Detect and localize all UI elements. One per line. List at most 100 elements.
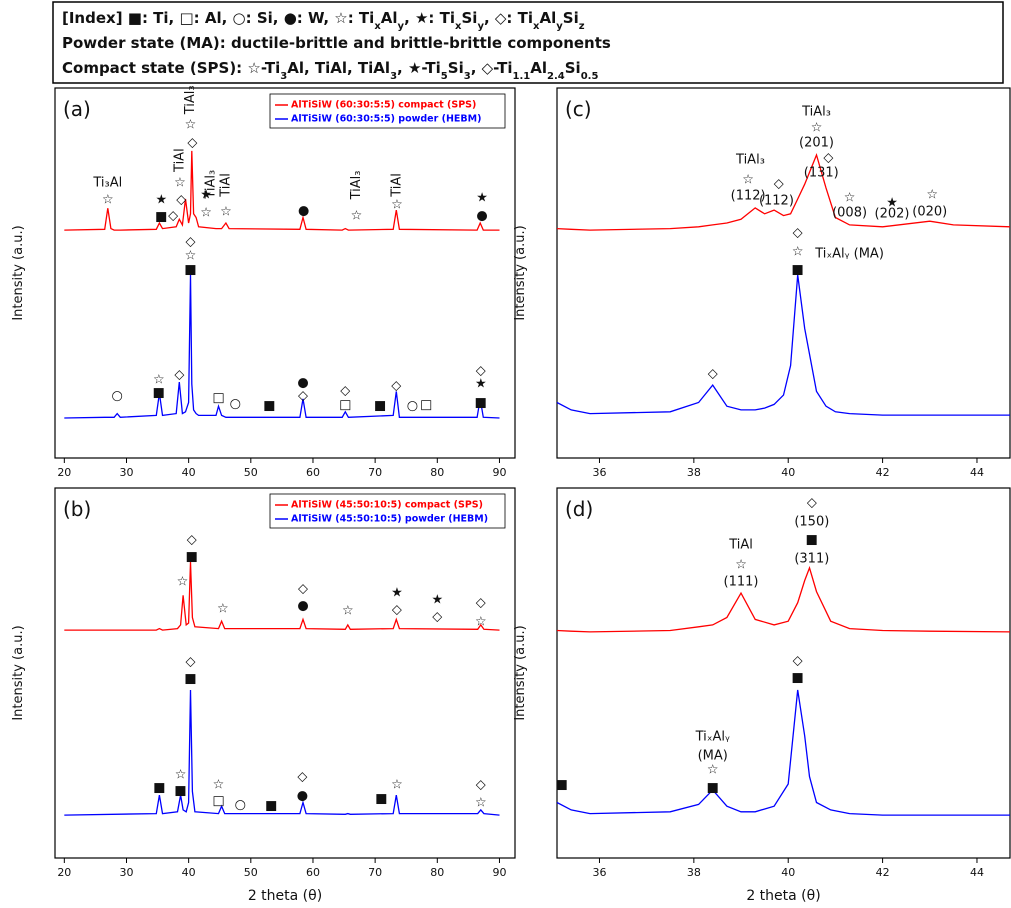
peak-annotation: ◇ xyxy=(807,496,817,511)
peak-annotation: □ xyxy=(212,794,224,809)
spectrum-line xyxy=(64,561,500,631)
peak-annotation: (311) xyxy=(794,552,829,567)
peak-annotation: TiAl₃ xyxy=(735,153,765,168)
header-subscript: 5 xyxy=(441,71,448,82)
x-axis-label: 2 theta (θ) xyxy=(248,888,322,904)
peak-annotation: TiAl xyxy=(218,173,233,198)
peak-annotation: ☆ xyxy=(811,120,823,135)
peak-annotation: ☆ xyxy=(735,557,747,572)
peak-annotation: ◇ xyxy=(297,769,307,784)
y-axis-label: Intensity (a.u.) xyxy=(513,225,528,320)
peak-annotation: ◇ xyxy=(823,150,833,165)
x-tick-label: 42 xyxy=(876,866,890,879)
x-tick-label: 90 xyxy=(492,466,506,479)
peak-annotation: □ xyxy=(339,398,351,413)
plot-frame xyxy=(54,87,516,459)
header-line: Powder state (MA): ductile-brittle and b… xyxy=(62,34,611,52)
header-subscript: y xyxy=(556,21,563,32)
peak-annotation: ■ xyxy=(153,385,165,400)
peak-annotation: ● xyxy=(297,788,308,803)
x-tick-label: 44 xyxy=(970,466,984,479)
peak-annotation: ☆ xyxy=(217,601,229,616)
peak-annotation: ◇ xyxy=(432,610,442,625)
peak-annotation: TiAl₃ xyxy=(183,85,198,115)
x-tick-label: 36 xyxy=(592,866,606,879)
peak-annotation: ★ xyxy=(391,586,403,601)
peak-annotation: ■ xyxy=(707,781,719,796)
peak-annotation: ■ xyxy=(475,395,487,410)
header-subscript: x xyxy=(374,21,381,32)
header-subscript: y xyxy=(398,21,405,32)
header-text: Si xyxy=(461,9,477,27)
header-subscript: 2.4 xyxy=(547,71,565,82)
peak-annotation: (201) xyxy=(799,136,834,151)
spectrum-line xyxy=(556,689,1010,816)
peak-annotation: ● xyxy=(297,375,308,390)
spectrum-line xyxy=(64,150,500,231)
peak-annotation: ☆ xyxy=(175,768,187,783)
peak-annotation: ◇ xyxy=(298,388,308,403)
header-line: Compact state (SPS): ☆-Ti3Al, TiAl, TiAl… xyxy=(62,59,598,82)
peak-annotation: ■ xyxy=(184,671,196,686)
x-tick-label: 36 xyxy=(592,466,606,479)
peak-annotation: ◇ xyxy=(476,778,486,793)
peak-annotation: ★ xyxy=(476,190,488,205)
header-text: Compact state (SPS): ☆-Ti xyxy=(62,59,280,77)
x-tick-label: 60 xyxy=(306,466,320,479)
peak-annotation: ◇ xyxy=(391,378,401,393)
x-tick-label: 60 xyxy=(306,866,320,879)
peak-annotation: ■ xyxy=(265,798,277,813)
peak-annotation: ◇ xyxy=(187,533,197,548)
peak-annotation: ● xyxy=(476,209,487,224)
peak-annotation: ● xyxy=(297,599,308,614)
header-line: [Index] ■: Ti, □: Al, ○: Si, ●: W, ☆: Ti… xyxy=(62,9,585,32)
panel-label: (a) xyxy=(63,97,91,121)
peak-annotation: ★ xyxy=(431,593,443,608)
header-subscript: y xyxy=(477,21,484,32)
peak-annotation: (150) xyxy=(794,515,829,530)
header-box xyxy=(52,1,1004,84)
x-tick-label: 44 xyxy=(970,866,984,879)
peak-annotation: ☆ xyxy=(926,187,938,202)
peak-annotation: TiₓAlᵧ xyxy=(695,730,730,745)
peak-annotation: ◇ xyxy=(774,177,784,192)
peak-annotation: ☆ xyxy=(707,762,719,777)
header-text: Si xyxy=(565,59,581,77)
peak-annotation: TiAl xyxy=(389,173,404,198)
peak-annotation: ■ xyxy=(153,781,165,796)
peak-annotation: ◇ xyxy=(793,226,803,241)
peak-annotation: ■ xyxy=(184,263,196,278)
header-text: Si xyxy=(563,9,579,27)
x-tick-label: 80 xyxy=(430,866,444,879)
peak-annotation: ☆ xyxy=(391,778,403,793)
y-axis-label: Intensity (a.u.) xyxy=(11,225,26,320)
peak-annotation: ☆ xyxy=(174,176,186,191)
y-axis-label: Intensity (a.u.) xyxy=(513,625,528,720)
legend-box xyxy=(269,493,506,529)
x-tick-label: 42 xyxy=(876,466,890,479)
peak-annotation: ■ xyxy=(155,210,167,225)
header-text: , ◇-Ti xyxy=(471,59,513,77)
peak-annotation: ◇ xyxy=(186,654,196,669)
peak-annotation: ■ xyxy=(263,398,275,413)
x-tick-label: 50 xyxy=(244,466,258,479)
peak-annotation: ◇ xyxy=(340,384,350,399)
peak-annotation: ◇ xyxy=(168,209,178,224)
spectrum-line xyxy=(556,565,1011,633)
header-text: Al xyxy=(381,9,398,27)
peak-annotation: ☆ xyxy=(792,244,804,259)
x-axis-label: 2 theta (θ) xyxy=(746,888,820,904)
legend-entry: AlTiSiW (45:50:10:5) powder (HEBM) xyxy=(291,514,488,525)
plot-frame xyxy=(556,487,1011,859)
legend-entry: AlTiSiW (60:30:5:5) compact (SPS) xyxy=(291,100,476,111)
peak-annotation: Ti₃Al xyxy=(92,176,122,191)
peak-annotation: ● xyxy=(298,203,309,218)
header-subscript: 3 xyxy=(464,71,471,82)
x-tick-label: 70 xyxy=(368,466,382,479)
x-tick-label: 80 xyxy=(430,466,444,479)
peak-annotation: ★ xyxy=(475,377,487,392)
plot-frame xyxy=(556,87,1011,459)
peak-annotation: ☆ xyxy=(153,372,165,387)
x-tick-label: 50 xyxy=(244,866,258,879)
